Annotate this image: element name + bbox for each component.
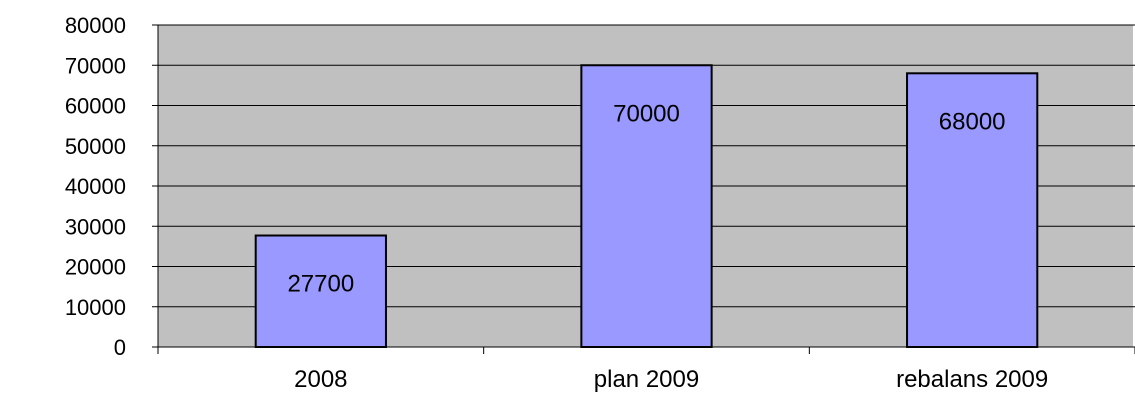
y-tick-label: 0 bbox=[114, 335, 126, 360]
bar bbox=[580, 64, 713, 348]
y-tick-label: 60000 bbox=[65, 94, 126, 119]
y-tick-label: 10000 bbox=[65, 295, 126, 320]
y-tick-label: 40000 bbox=[65, 174, 126, 199]
y-tick-label: 80000 bbox=[65, 13, 126, 38]
bar bbox=[254, 234, 387, 349]
x-tick-label: rebalans 2009 bbox=[896, 366, 1048, 392]
x-axis-ticks: 2008 plan 2009 rebalans 2009 bbox=[157, 347, 1135, 393]
bar bbox=[906, 72, 1039, 349]
y-tick-label: 20000 bbox=[65, 255, 126, 280]
y-tick-label: 30000 bbox=[65, 214, 126, 239]
data-labels: 27700 70000 68000 bbox=[287, 100, 1005, 297]
y-tick-label: 50000 bbox=[65, 134, 126, 159]
y-tick-label: 70000 bbox=[65, 53, 126, 78]
bar-value-label: 70000 bbox=[613, 100, 680, 127]
x-tick-label: plan 2009 bbox=[594, 366, 699, 392]
y-axis-ticks: 0 10000 20000 30000 40000 50000 60000 70000 8000… bbox=[65, 13, 158, 360]
bar-value-label: 27700 bbox=[287, 271, 354, 298]
x-tick-label: 2008 bbox=[294, 366, 347, 392]
bars bbox=[254, 64, 1039, 349]
bar-value-label: 68000 bbox=[939, 108, 1006, 135]
